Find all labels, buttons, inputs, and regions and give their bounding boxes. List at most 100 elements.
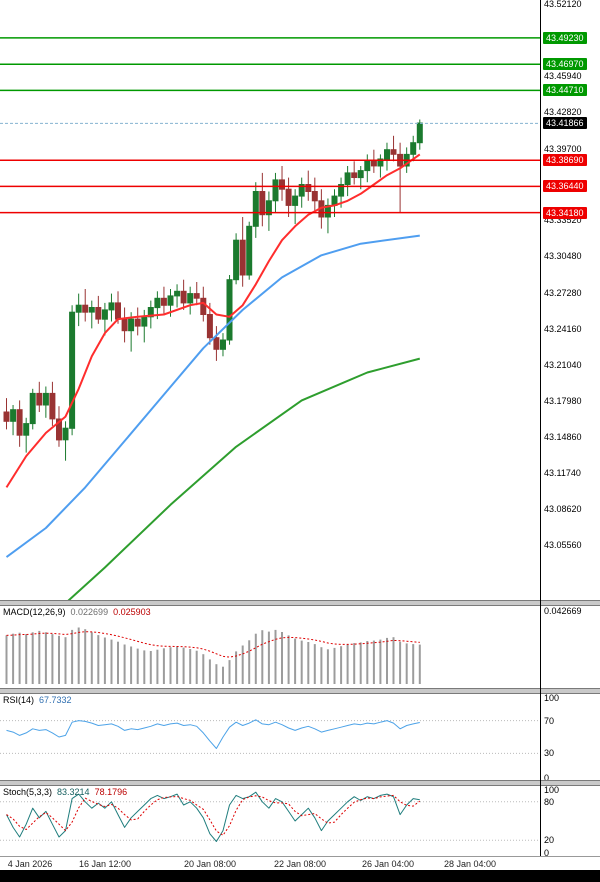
candle [239, 239, 246, 276]
panel-splitter-macd[interactable] [0, 600, 600, 606]
candle [147, 307, 154, 318]
macd-histogram-bar [103, 637, 106, 684]
candle [200, 297, 207, 315]
macd-axis-label: 0.042669 [544, 606, 582, 616]
macd-histogram-bar [202, 654, 205, 684]
macd-histogram-bar [51, 634, 54, 684]
stoch-axis-label: 0 [544, 848, 550, 858]
stochastic-canvas[interactable] [0, 786, 540, 856]
rsi-panel[interactable]: RSI(14) 67.7332 [0, 694, 540, 780]
price-chart-canvas[interactable] [0, 0, 540, 600]
macd-canvas[interactable] [0, 606, 540, 688]
resistance-price-badge: 43.44710 [543, 84, 587, 97]
macd-axis: 0.042669 [541, 606, 600, 688]
rsi-axis: 100 70 30 0 [541, 693, 600, 783]
price-axis-label: 43.11740 [544, 468, 581, 479]
stochastic-name: Stoch(5,3,3) [3, 787, 53, 797]
candle [351, 172, 358, 178]
macd-histogram-bar [248, 640, 251, 684]
resistance-price-badge: 43.49230 [543, 31, 587, 44]
price-axis-label: 43.14860 [544, 431, 582, 442]
macd-histogram-bar [353, 643, 356, 684]
macd-histogram-bar [77, 627, 80, 684]
candle [121, 318, 128, 332]
candle [364, 160, 371, 172]
rsi-indicator-label: RSI(14) 67.7332 [3, 695, 77, 705]
macd-signal-line [6, 631, 420, 658]
candle [206, 314, 213, 339]
macd-histogram-bar [300, 640, 303, 684]
macd-histogram-bar [405, 643, 408, 684]
macd-histogram-bar [222, 666, 224, 684]
price-axis-label: 43.39700 [544, 143, 582, 154]
candle [384, 149, 390, 160]
macd-histogram-bar [379, 639, 382, 684]
candle [410, 142, 417, 155]
stochastic-indicator-label: Stoch(5,3,3) 83.3214 78.1796 [3, 787, 132, 797]
candle [69, 311, 76, 429]
rsi-axis-label: 100 [544, 693, 560, 703]
price-axis-label: 43.21040 [544, 360, 582, 371]
rsi-axis-label: 0 [544, 773, 550, 783]
stoch-signal-line [6, 794, 421, 836]
macd-histogram-bar [281, 632, 283, 684]
macd-histogram-bar [25, 634, 28, 684]
macd-histogram-bar [169, 647, 172, 684]
panel-splitter-rsi[interactable] [0, 688, 600, 694]
macd-histogram-bar [392, 637, 395, 684]
candle [16, 409, 23, 436]
time-label: 4 Jan 2026 [7, 859, 53, 869]
stochastic-axis: 100 80 20 0 [541, 785, 600, 858]
support-price-badge: 43.34180 [543, 206, 587, 219]
candle [370, 160, 377, 167]
macd-histogram-bar [58, 635, 60, 684]
price-axis: 43.52120 43.45940 43.42820 43.39700 43.33520… [541, 0, 600, 600]
panel-splitter-stoch[interactable] [0, 780, 600, 786]
candle [377, 158, 384, 167]
macd-histogram-bar [333, 647, 336, 684]
macd-histogram-bar [254, 633, 257, 684]
macd-histogram-bar [136, 648, 139, 684]
macd-histogram-bar [117, 641, 119, 684]
macd-panel[interactable]: MACD(12,26,9) 0.022699 0.025903 [0, 606, 540, 688]
time-label: 26 Jan 04:00 [361, 859, 415, 869]
macd-histogram-bar [195, 650, 198, 684]
macd-histogram-bar [274, 629, 277, 684]
price-chart-panel[interactable] [0, 0, 540, 600]
price-axis-label: 43.27280 [544, 287, 582, 298]
candle [42, 392, 49, 406]
price-axis-label: 43.30480 [544, 250, 582, 261]
macd-histogram-bar [261, 630, 264, 684]
macd-histogram-bar [123, 644, 126, 684]
macd-histogram-bar [320, 647, 323, 684]
macd-histogram-bar [5, 635, 8, 684]
candle [338, 184, 345, 197]
candle [344, 172, 351, 185]
time-label: 16 Jan 12:00 [78, 859, 132, 869]
time-label: 22 Jan 08:00 [273, 859, 327, 869]
candle [88, 307, 95, 313]
candle [265, 200, 272, 216]
macd-histogram-bar [235, 651, 238, 684]
price-axis-label: 43.45940 [544, 71, 582, 82]
stochastic-panel[interactable]: Stoch(5,3,3) 83.3214 78.1796 [0, 786, 540, 856]
candle [174, 290, 181, 297]
macd-histogram-bar [90, 632, 93, 684]
stoch-axis-label: 20 [544, 835, 555, 846]
candle [36, 392, 43, 406]
candle [324, 204, 331, 218]
ma-slow-line [67, 357, 421, 600]
macd-name: MACD(12,26,9) [3, 607, 66, 617]
macd-histogram-bar [130, 646, 133, 684]
macd-indicator-label: MACD(12,26,9) 0.022699 0.025903 [3, 607, 156, 617]
candle [180, 290, 187, 304]
macd-histogram-bar [294, 638, 297, 684]
candle [62, 427, 69, 441]
rsi-canvas[interactable] [0, 694, 540, 780]
macd-histogram-bar [372, 640, 375, 684]
rsi-value: 67.7332 [39, 695, 72, 705]
candle [226, 279, 233, 341]
rsi-line [6, 719, 420, 749]
macd-histogram-bar [418, 644, 421, 684]
